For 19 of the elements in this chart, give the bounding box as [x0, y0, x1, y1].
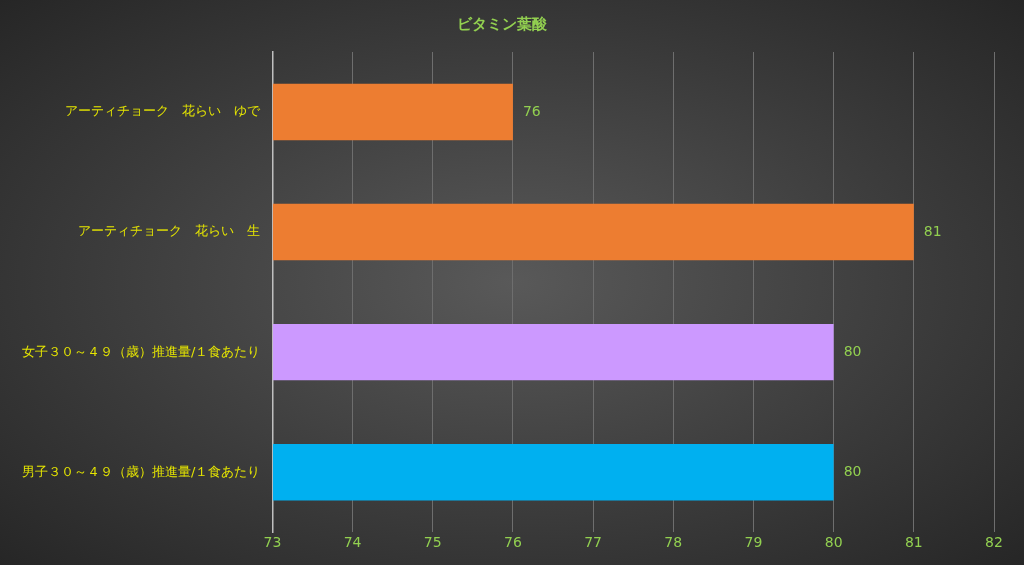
x-tick-label: 76 [504, 534, 522, 551]
data-label: 80 [843, 462, 862, 479]
data-label: 76 [522, 102, 541, 119]
y-tick-label: アーティチョーク 花らい ゆで [65, 103, 262, 119]
x-tick-label: 82 [985, 534, 1003, 551]
data-label: 81 [923, 222, 942, 239]
y-tick-label: 女子３０～４９（歳）推進量/１食あたり [21, 343, 261, 359]
x-tick-label: 79 [744, 534, 763, 551]
data-label: 80 [843, 342, 862, 359]
x-tick-label: 74 [343, 534, 362, 551]
y-tick-label: アーティチョーク 花らい 生 [78, 223, 261, 239]
x-tick-label: 73 [263, 534, 282, 551]
x-tick-label: 75 [423, 534, 442, 551]
x-tick-label: 78 [664, 534, 683, 551]
y-tick-label: 男子３０～４９（歳）推進量/１食あたり [21, 463, 261, 479]
x-tick-label: 77 [584, 534, 603, 551]
x-tick-label: 80 [824, 534, 843, 551]
chart-title: ビタミン葉酸 [457, 14, 548, 33]
x-tick-label: 81 [904, 534, 923, 551]
